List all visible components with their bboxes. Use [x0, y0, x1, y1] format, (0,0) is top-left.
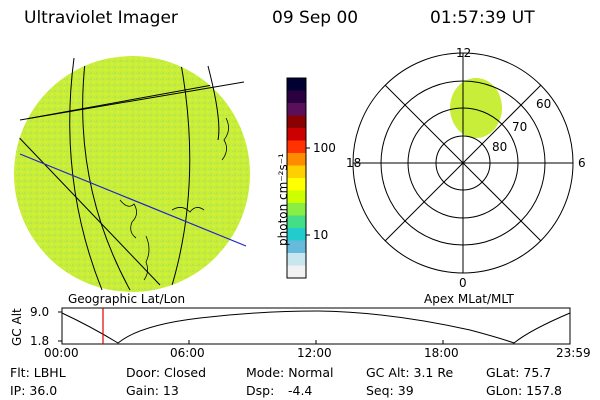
colorbar-unit-label: photon cm⁻²s⁻¹ [276, 153, 290, 246]
longitude-line-outer-2 [207, 65, 220, 141]
coastline-1 [221, 117, 229, 161]
longitude-line-1 [82, 56, 131, 291]
colorbar-cell [287, 228, 306, 241]
colorbar-frame [286, 77, 307, 279]
longitude-line-outer-1 [69, 57, 103, 291]
altitude-ylabel: GC Alt [10, 308, 24, 346]
lat-label-70: 70 [512, 120, 528, 134]
info-gc-alt: GC Alt: 3.1 Re [366, 365, 454, 380]
instrument-title: Ultraviolet Imager [24, 8, 178, 28]
mlt-label-noon: 12 [456, 46, 472, 60]
mlt-label-dawn: 6 [578, 156, 586, 170]
xtick-label-0600: 06:00 [170, 346, 205, 360]
left-panel-caption: Geographic Lat/Lon [68, 292, 186, 306]
colorbar-cell [287, 153, 306, 166]
colorbar-cell [287, 103, 306, 116]
lat-label-60: 60 [536, 97, 552, 111]
xtick-label-0000: 00:00 [44, 346, 79, 360]
altitude-plot [58, 307, 571, 345]
altitude-curve [61, 310, 571, 344]
colorbar-cell [287, 178, 306, 191]
earth-disk-panel [14, 56, 250, 292]
date-label: 09 Sep 00 [272, 8, 359, 28]
info-filter: Flt: LBHL [10, 365, 66, 380]
xtick-label-1200: 12:00 [297, 346, 332, 360]
colorbar-cell [287, 90, 306, 104]
mlt-label-dusk: 18 [346, 156, 362, 170]
colorbar-cell [287, 265, 306, 279]
info-seq: Seq: 39 [366, 383, 414, 398]
colorbar-cell [287, 253, 306, 266]
colorbar [286, 77, 310, 279]
right-panel-caption: Apex MLat/MLT [424, 292, 514, 306]
terminator-line [19, 153, 247, 247]
mlt-label-midnight: 0 [459, 276, 467, 290]
lat-label-80: 80 [492, 140, 508, 154]
colorbar-cell [287, 140, 306, 154]
colorbar-cell [287, 190, 306, 204]
info-ip: IP: 36.0 [10, 383, 58, 398]
colorbar-tick-label-100: 100 [313, 141, 336, 155]
xtick-label-2359: 23:59 [556, 346, 591, 360]
info-door: Door: Closed [126, 365, 207, 380]
xtick-label-1800: 18:00 [424, 346, 459, 360]
earth-disk [14, 56, 250, 292]
coastline-2 [119, 199, 137, 239]
altitude-ytick-high: 9.0 [30, 305, 50, 319]
time-label: 01:57:39 UT [430, 8, 535, 28]
coastline-4 [143, 235, 150, 281]
colorbar-cell [287, 240, 306, 254]
altitude-ytick-low: 1.8 [30, 334, 50, 348]
latitude-line-ext [19, 81, 245, 121]
colorbar-cell [287, 215, 306, 229]
colorbar-cell [287, 115, 306, 129]
info-mode: Mode: Normal [246, 365, 334, 380]
info-dsp-label: Dsp: [246, 383, 275, 398]
altitude-frame [61, 307, 571, 345]
info-glat: GLat: 75.7 [486, 365, 552, 380]
coastline-3 [171, 207, 205, 213]
colorbar-cell [287, 203, 306, 216]
polar-grid [352, 52, 574, 274]
longitude-line-3 [14, 125, 161, 286]
colorbar-cell [287, 165, 306, 179]
colorbar-cell [287, 78, 306, 91]
colorbar-cell [287, 128, 306, 141]
info-dsp-value: -4.4 [288, 383, 313, 398]
mlt-line-diag-2 [384, 84, 542, 242]
info-gain: Gain: 13 [126, 383, 179, 398]
longitude-line-2 [169, 56, 191, 292]
info-glon: GLon: 157.8 [486, 383, 562, 398]
colorbar-tick-label-10: 10 [313, 228, 329, 242]
